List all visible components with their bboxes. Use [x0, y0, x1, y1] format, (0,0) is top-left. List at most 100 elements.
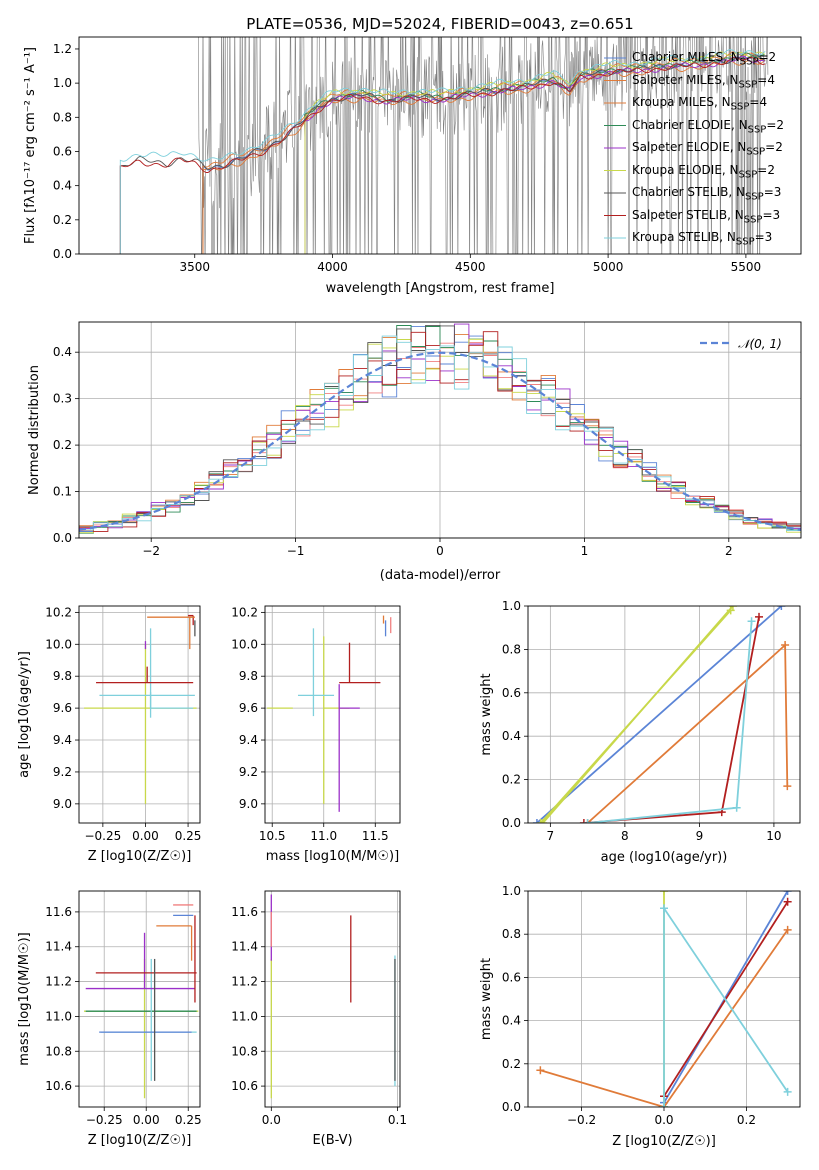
x-axis-label: Z [log10(Z/Z☉)] [612, 1134, 716, 1149]
x-tick-label: 7 [547, 829, 555, 843]
model-line-series-8 [119, 49, 766, 254]
y-tick-label: 1.0 [502, 599, 521, 613]
x-axis-label: Z [log10(Z/Z☉)] [88, 1133, 192, 1148]
x-tick-label: 5500 [731, 260, 762, 274]
legend-label: 𝒩(0, 1) [738, 337, 782, 351]
weight-marker [583, 819, 592, 823]
y-tick-label: 11.0 [45, 1009, 72, 1023]
weight-series-0 [532, 606, 786, 823]
x-tick-label: −0.25 [84, 829, 121, 843]
weight-marker [777, 606, 786, 610]
weight-marker [783, 897, 792, 906]
axes-frame [527, 890, 801, 1108]
y-tick-label: 0.0 [502, 816, 521, 830]
y-tick-label: 1.0 [502, 884, 521, 898]
y-tick-label: 0.6 [502, 970, 521, 984]
age-vs-mass-panel: 10.5 11.0 11.5 9.0 9.2 9.4 9.6 9.8 10.0 10.2 mass … [231, 605, 401, 864]
legend-label: Kroupa MILES, NSSP=4 [632, 95, 768, 112]
y-tick-label: 9.0 [53, 797, 72, 811]
x-tick-label: 4000 [317, 260, 348, 274]
y-tick-label: 0.8 [502, 927, 521, 941]
model-line-series-3 [304, 52, 765, 254]
y-tick-label: 0.3 [53, 392, 72, 406]
legend-label: Kroupa STELIB, NSSP=3 [632, 230, 773, 247]
legend-entry: Kroupa ELODIE, NSSP=2 [632, 162, 775, 180]
weight-marker [536, 819, 545, 823]
x-tick-label: 10 [766, 829, 781, 843]
weight-series-0 [660, 891, 792, 1107]
y-axis-label: mass [log10(M/M☉)] [17, 932, 32, 1065]
x-tick-label: −0.25 [86, 1113, 123, 1127]
plot-area [79, 891, 200, 1107]
legend-label: Kroupa ELODIE, NSSP=2 [632, 162, 775, 180]
y-tick-label: 9.2 [239, 765, 258, 779]
x-tick-label: 4500 [455, 260, 486, 274]
y-tick-label: 11.4 [231, 940, 258, 954]
weight-marker [536, 1066, 545, 1075]
legend-entry: Salpeter STELIB, NSSP=3 [632, 208, 780, 225]
weight-marker [728, 606, 737, 610]
x-axis-label: mass [log10(M/M☉)] [266, 849, 399, 864]
weight-marker [783, 782, 792, 791]
legend-entry: Salpeter MILES, NSSP=4 [632, 72, 775, 90]
y-tick-label: 0.2 [53, 438, 72, 452]
weight-marker [579, 819, 588, 823]
mass-vs-Z-panel: −0.25 0.00 0.25 10.6 10.8 11.0 11.2 11.4 11.6 Z [… [17, 890, 202, 1148]
errorbar-point-2 [100, 958, 197, 1081]
y-tick-label: 9.8 [53, 669, 72, 683]
legend-entry: Chabrier ELODIE, NSSP=2 [632, 117, 785, 135]
weight-series-4 [660, 904, 792, 1107]
legend-label: Salpeter MILES, NSSP=4 [632, 72, 775, 90]
legend: Chabrier MILES, NSSP=2 Salpeter MILES, NS… [604, 50, 785, 247]
y-tick-label: 0.4 [53, 179, 72, 193]
weight-marker [747, 617, 756, 626]
weight-marker [783, 891, 792, 895]
plot-area [79, 322, 801, 538]
weight-marker [732, 803, 741, 812]
grid [79, 891, 200, 1107]
weight-line [536, 606, 782, 823]
errorbar-point-4 [85, 932, 195, 990]
axes-frame [78, 605, 201, 824]
plot-area [265, 606, 400, 823]
weight-marker [755, 612, 764, 621]
x-axis-label: wavelength [Angstrom, rest frame] [326, 281, 555, 296]
x-tick-label: 11.0 [310, 829, 337, 843]
x-axis-label: E(B-V) [312, 1133, 352, 1148]
histogram-series-8 [79, 335, 801, 531]
weight-line [663, 905, 789, 1107]
observed-spectrum [198, 37, 769, 254]
x-tick-label: −1 [287, 544, 305, 558]
y-tick-label: 10.0 [231, 637, 258, 651]
grid [528, 606, 800, 823]
y-axis-label: age [log10(age/yr)] [17, 651, 32, 778]
y-tick-label: 0.4 [502, 1014, 521, 1028]
weight-series-2 [536, 606, 735, 823]
legend-label: Chabrier ELODIE, NSSP=2 [632, 117, 785, 135]
weight-marker [783, 925, 792, 934]
age-vs-Z-panel: −0.25 0.00 0.25 9.0 9.2 9.4 9.6 9.8 10.0 10.2 Z [l… [17, 605, 201, 864]
grid [79, 606, 200, 823]
axes-frame [264, 890, 401, 1108]
weight-line [587, 621, 753, 823]
x-tick-label: 0.1 [388, 1113, 407, 1127]
grid [265, 606, 400, 823]
weight-line [586, 643, 789, 823]
weight-line [663, 891, 789, 1104]
axes-frame [78, 890, 201, 1108]
y-axis-label: mass weight [479, 958, 494, 1040]
weight-marker [532, 819, 541, 823]
x-tick-label: 0.25 [175, 1113, 202, 1127]
legend-label: Salpeter ELODIE, NSSP=2 [632, 140, 783, 157]
x-tick-label: 0.00 [132, 829, 159, 843]
x-tick-label: −0.2 [567, 1113, 596, 1127]
y-tick-label: 10.8 [231, 1044, 258, 1058]
legend-entry: Chabrier MILES, NSSP=2 [632, 50, 776, 67]
x-axis-label: age (log10(age/yr)) [601, 850, 728, 865]
weight-marker [660, 1103, 668, 1107]
weight-marker [660, 891, 668, 895]
axes-frame [78, 36, 802, 255]
y-axis-label: Flux [fλ10⁻¹⁷ erg cm⁻² s⁻¹ A⁻¹] [23, 47, 38, 244]
y-tick-label: 9.8 [239, 669, 258, 683]
y-tick-label: 0.4 [502, 729, 521, 743]
